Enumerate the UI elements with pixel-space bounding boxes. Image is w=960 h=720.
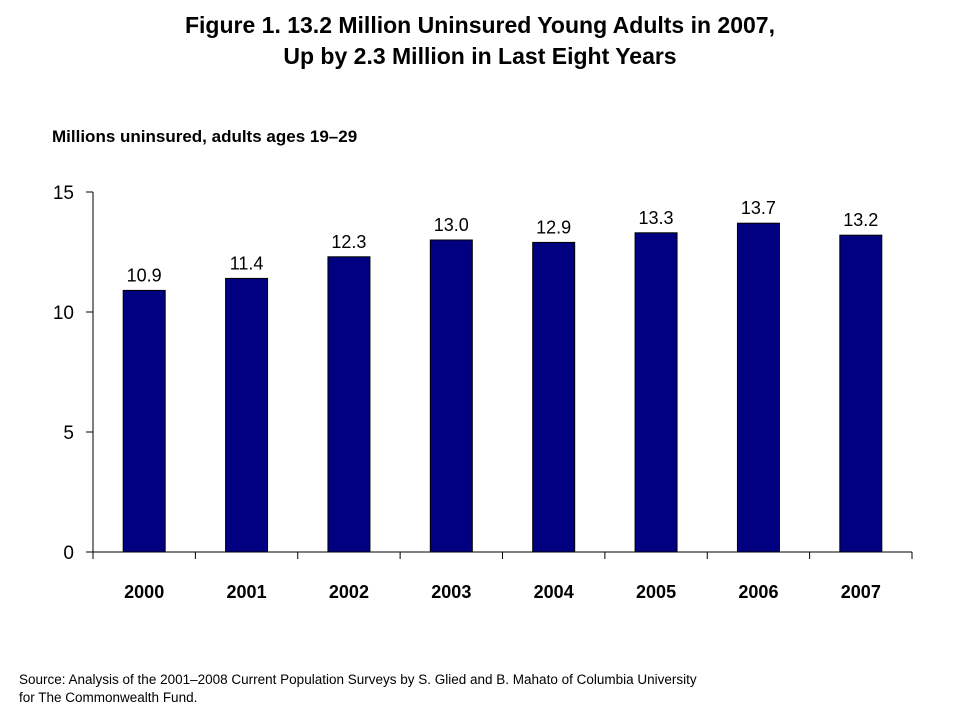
data-label: 13.2 — [843, 210, 878, 230]
bar — [122, 289, 166, 553]
y-tick-label: 15 — [53, 183, 74, 204]
y-tick-label: 10 — [53, 303, 74, 324]
chart-title: Figure 1. 13.2 Million Uninsured Young A… — [0, 10, 960, 72]
bar — [839, 234, 883, 553]
chart-title-line-2: Up by 2.3 Million in Last Eight Years — [283, 43, 677, 69]
data-label: 13.7 — [741, 198, 776, 218]
bar — [225, 277, 269, 553]
x-tick-label: 2007 — [841, 582, 881, 602]
bar — [532, 241, 576, 553]
source-line-2: for The Commonwealth Fund. — [19, 690, 198, 705]
x-tick-label: 2004 — [534, 582, 574, 602]
y-tick-label: 5 — [63, 423, 74, 444]
chart-subtitle: Millions uninsured, adults ages 19–29 — [52, 127, 358, 146]
bar — [429, 239, 473, 553]
bar — [634, 232, 678, 553]
y-tick-label: 0 — [63, 543, 74, 564]
x-tick-label: 2001 — [227, 582, 267, 602]
x-tick-label: 2006 — [738, 582, 778, 602]
source-note: Source: Analysis of the 2001–2008 Curren… — [19, 671, 697, 707]
data-label: 13.3 — [639, 208, 674, 228]
x-tick-label: 2003 — [431, 582, 471, 602]
x-tick-label: 2002 — [329, 582, 369, 602]
bar — [736, 222, 780, 553]
chart-title-line-1: Figure 1. 13.2 Million Uninsured Young A… — [184, 12, 775, 38]
data-label: 12.9 — [536, 217, 571, 237]
data-label: 11.4 — [230, 253, 264, 273]
source-line-1: Source: Analysis of the 2001–2008 Curren… — [19, 672, 697, 687]
data-label: 12.3 — [331, 232, 366, 252]
x-tick-label: 2005 — [636, 582, 676, 602]
data-label: 13.0 — [434, 215, 469, 235]
data-label: 10.9 — [127, 265, 162, 285]
x-tick-label: 2000 — [124, 582, 164, 602]
bar — [327, 256, 371, 553]
